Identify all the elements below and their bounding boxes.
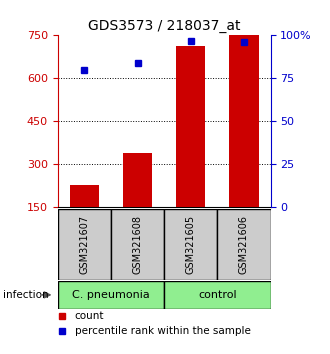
Bar	[70, 185, 99, 207]
Text: GSM321605: GSM321605	[186, 215, 196, 274]
Text: GSM321607: GSM321607	[79, 215, 89, 274]
Text: GSM321608: GSM321608	[133, 215, 143, 274]
Text: percentile rank within the sample: percentile rank within the sample	[75, 326, 251, 336]
Bar	[58, 209, 111, 280]
Bar	[217, 209, 271, 280]
Bar	[111, 209, 164, 280]
Text: count: count	[75, 311, 104, 321]
Bar	[58, 281, 164, 309]
Text: C. pneumonia: C. pneumonia	[72, 290, 150, 300]
Bar	[229, 35, 259, 207]
Bar	[164, 281, 271, 309]
Bar	[164, 209, 217, 280]
Bar	[176, 46, 205, 207]
Text: infection: infection	[3, 290, 49, 300]
Bar	[123, 153, 152, 207]
Title: GDS3573 / 218037_at: GDS3573 / 218037_at	[88, 19, 241, 33]
Text: control: control	[198, 290, 237, 300]
Text: GSM321606: GSM321606	[239, 215, 249, 274]
